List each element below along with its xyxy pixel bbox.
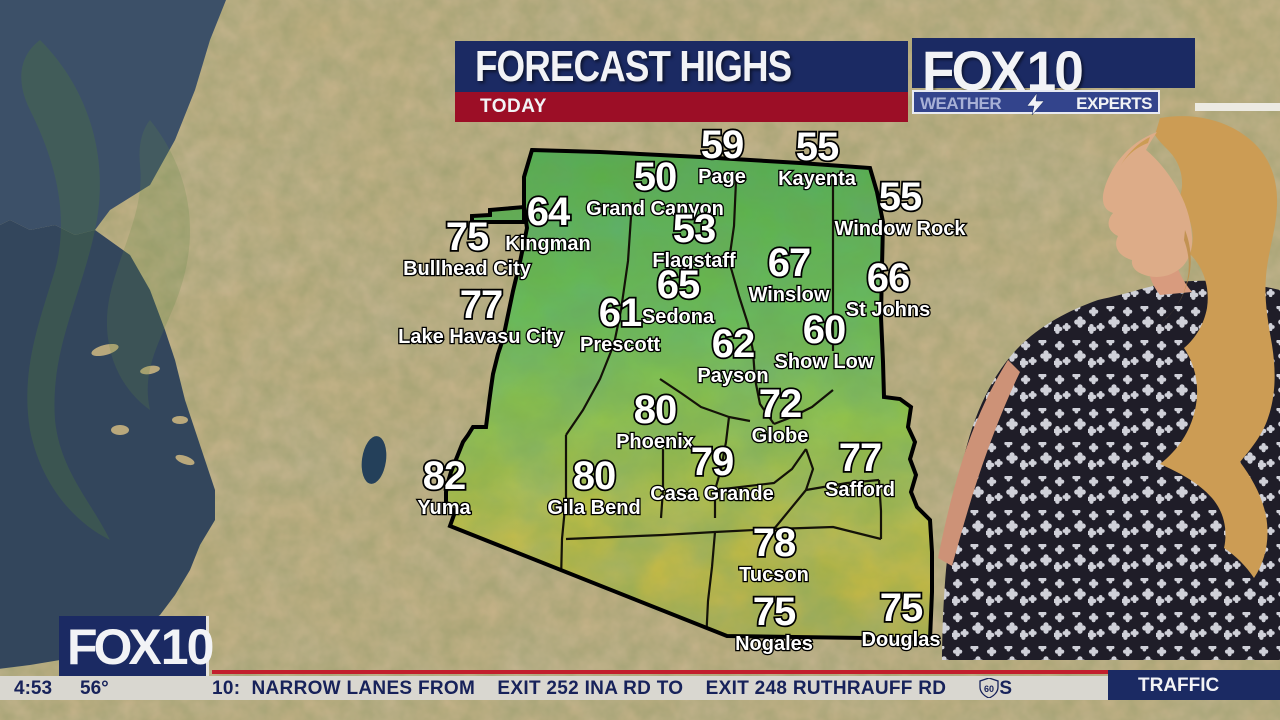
svg-text:80: 80 <box>634 388 677 432</box>
svg-text:Winslow: Winslow <box>749 284 830 306</box>
svg-text:Show Low: Show Low <box>775 351 874 373</box>
svg-text:Kayenta: Kayenta <box>778 168 857 190</box>
svg-text:Casa Grande: Casa Grande <box>650 483 773 505</box>
svg-text:50: 50 <box>634 155 677 199</box>
svg-text:Douglas: Douglas <box>862 629 941 651</box>
svg-text:75: 75 <box>753 590 796 634</box>
svg-text:77: 77 <box>460 283 503 327</box>
svg-text:72: 72 <box>759 382 802 426</box>
svg-text:Safford: Safford <box>825 479 895 501</box>
svg-text:Sedona: Sedona <box>642 306 715 328</box>
svg-text:Lake Havasu City: Lake Havasu City <box>398 326 565 348</box>
svg-text:59: 59 <box>701 123 744 167</box>
svg-text:Yuma: Yuma <box>417 497 471 519</box>
svg-text:53: 53 <box>673 207 716 251</box>
svg-text:75: 75 <box>446 215 489 259</box>
svg-text:77: 77 <box>839 436 882 480</box>
svg-text:65: 65 <box>657 263 700 307</box>
svg-text:Bullhead City: Bullhead City <box>403 258 532 280</box>
svg-text:Window Rock: Window Rock <box>835 218 967 240</box>
svg-text:Phoenix: Phoenix <box>616 431 694 453</box>
svg-text:64: 64 <box>527 190 571 234</box>
svg-text:Tucson: Tucson <box>739 564 809 586</box>
svg-text:Prescott: Prescott <box>580 334 660 356</box>
svg-text:61: 61 <box>599 291 642 335</box>
svg-text:66: 66 <box>867 256 910 300</box>
svg-text:Gila Bend: Gila Bend <box>547 497 640 519</box>
svg-text:St Johns: St Johns <box>846 299 930 321</box>
svg-text:55: 55 <box>879 175 922 219</box>
svg-text:78: 78 <box>753 521 796 565</box>
svg-text:Page: Page <box>698 166 746 188</box>
svg-text:Nogales: Nogales <box>735 633 813 655</box>
svg-text:82: 82 <box>423 454 466 498</box>
svg-text:67: 67 <box>768 241 811 285</box>
svg-text:62: 62 <box>712 322 755 366</box>
svg-text:80: 80 <box>573 454 616 498</box>
svg-text:55: 55 <box>796 125 839 169</box>
svg-text:79: 79 <box>691 440 734 484</box>
svg-text:Kingman: Kingman <box>505 233 591 255</box>
svg-text:75: 75 <box>880 586 923 630</box>
svg-text:60: 60 <box>803 308 846 352</box>
svg-text:60: 60 <box>984 684 994 694</box>
svg-text:Globe: Globe <box>752 425 809 447</box>
